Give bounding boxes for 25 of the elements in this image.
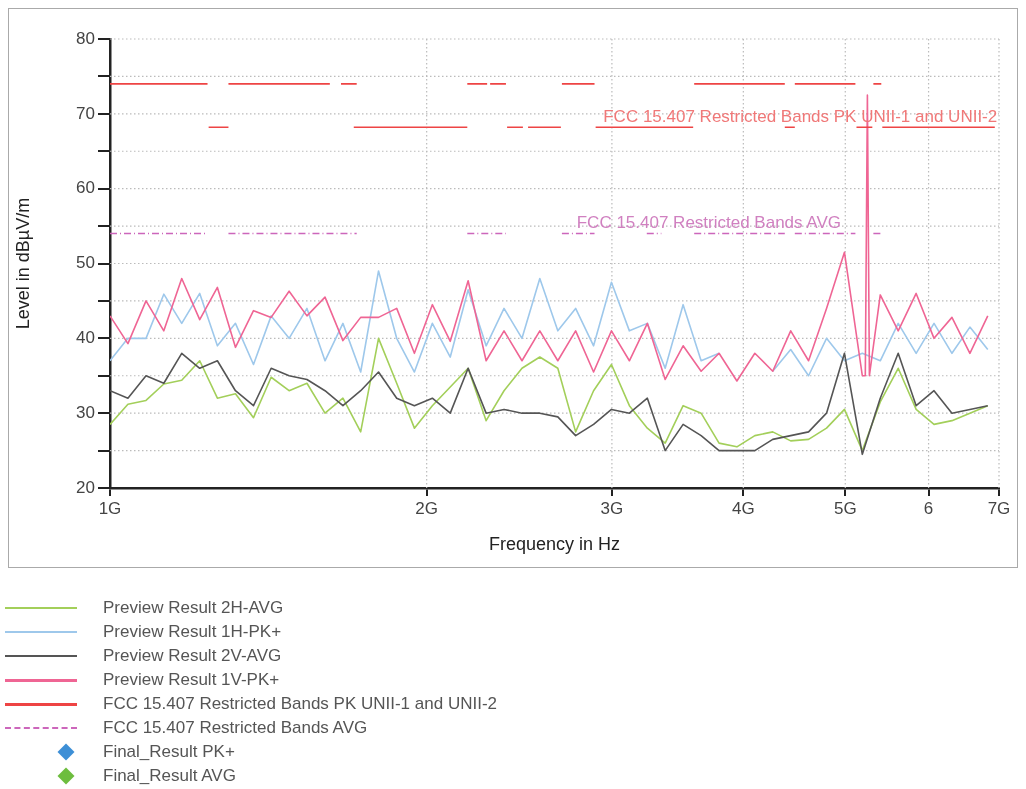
x-tick-label: 7G bbox=[987, 498, 1011, 518]
x-tick-label: 5G bbox=[833, 498, 857, 518]
y-tick-label: 20 bbox=[76, 477, 95, 497]
legend-label: Preview Result 2V-AVG bbox=[103, 646, 282, 666]
y-tick-label: 60 bbox=[76, 178, 95, 198]
y-tick-label: 30 bbox=[76, 402, 95, 422]
legend-label: Final_Result PK+ bbox=[103, 742, 235, 762]
x-tick-label: 4G bbox=[731, 498, 755, 518]
y-axis-title: Level in dBµV/m bbox=[12, 197, 33, 330]
x-axis-title: Frequency in Hz bbox=[488, 534, 621, 555]
annotation: FCC 15.407 Restricted Bands AVG bbox=[576, 212, 841, 232]
x-tick-label: 3G bbox=[600, 498, 624, 518]
x-tick-label: 1G bbox=[98, 498, 122, 518]
x-tick-label: 6 bbox=[923, 498, 934, 518]
legend-label: Preview Result 1H-PK+ bbox=[103, 622, 282, 642]
y-tick-label: 40 bbox=[76, 328, 95, 348]
legend-label: FCC 15.407 Restricted Bands PK UNII-1 and UNII-2 bbox=[103, 694, 497, 714]
legend-label: Preview Result 2H-AVG bbox=[103, 598, 284, 618]
y-tick-label: 50 bbox=[76, 253, 95, 273]
legend-label: Final_Result AVG bbox=[103, 766, 236, 786]
x-tick-label: 2G bbox=[415, 498, 439, 518]
y-tick-label: 70 bbox=[76, 103, 95, 123]
legend-label: FCC 15.407 Restricted Bands AVG bbox=[103, 718, 368, 738]
y-tick-label: 80 bbox=[76, 28, 95, 48]
legend-label: Preview Result 1V-PK+ bbox=[103, 670, 280, 690]
